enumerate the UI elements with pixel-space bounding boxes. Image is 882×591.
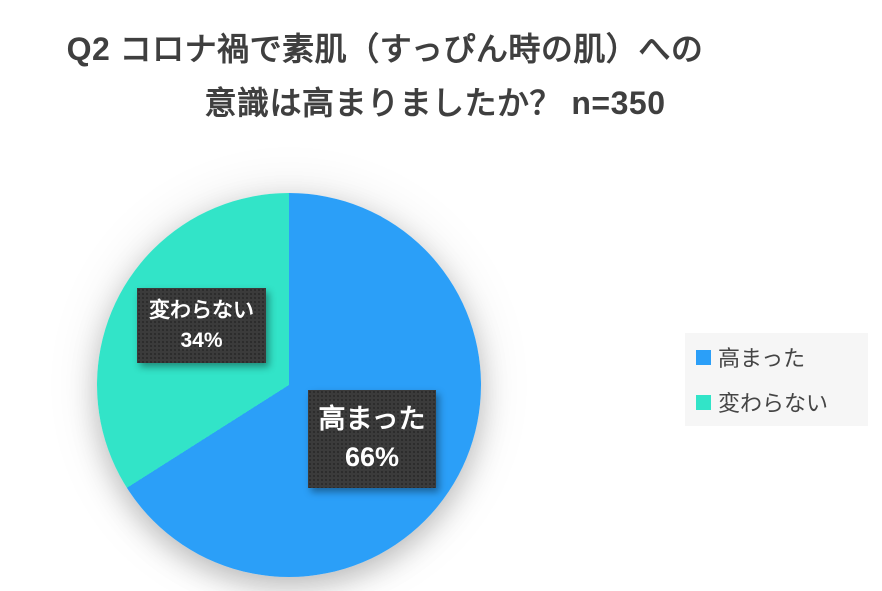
legend-item-unchanged[interactable]: 変わらない <box>696 386 868 418</box>
slice-label-increased: 高まった 66% <box>308 390 436 488</box>
chart-title-line1: Q2 コロナ禍で素肌（すっぴん時の肌）への <box>66 31 704 67</box>
pie-chart <box>97 193 481 577</box>
legend: 高まった 変わらない <box>685 333 868 426</box>
chart-title-line2: 意識は高まりましたか？ n=350 <box>204 85 666 121</box>
legend-label-increased: 高まった <box>718 346 806 371</box>
legend-item-increased[interactable]: 高まった <box>696 341 868 373</box>
slice-label-increased-name: 高まった <box>318 404 426 435</box>
slice-label-unchanged-name: 変わらない <box>149 299 254 323</box>
slice-label-unchanged: 変わらない 34% <box>137 288 266 363</box>
chart-title: Q2 コロナ禍で素肌（すっぴん時の肌）への 意識は高まりましたか？ n=350 <box>0 22 882 130</box>
legend-swatch-unchanged <box>696 394 711 410</box>
legend-swatch-increased <box>696 349 711 365</box>
slice-label-unchanged-percent: 34% <box>180 328 223 352</box>
slice-label-increased-percent: 66% <box>344 442 400 472</box>
legend-label-unchanged: 変わらない <box>718 391 829 416</box>
